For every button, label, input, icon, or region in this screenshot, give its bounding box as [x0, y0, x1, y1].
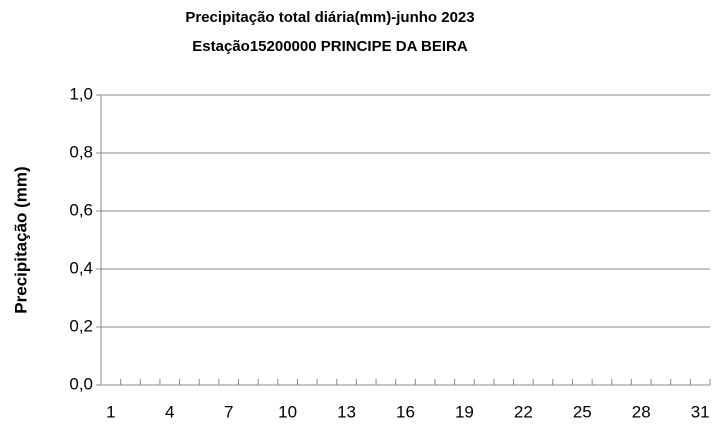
- x-tick-label: 4: [165, 402, 174, 421]
- y-tick-label: 0,8: [69, 142, 93, 161]
- y-tick-label: 0,4: [69, 258, 93, 277]
- x-tick-label: 28: [632, 402, 651, 421]
- x-tick-label: 25: [573, 402, 592, 421]
- x-tick-label: 13: [337, 402, 356, 421]
- x-tick-label: 22: [514, 402, 533, 421]
- x-tick-label: 1: [106, 402, 115, 421]
- chart-title: Precipitação total diária(mm)-junho 2023: [185, 9, 474, 26]
- chart-subtitle: Estação15200000 PRINCIPE DA BEIRA: [192, 38, 468, 55]
- y-tick-label: 0,6: [69, 200, 93, 219]
- y-axis-title: Precipitação (mm): [11, 166, 30, 313]
- x-tick-label: 16: [396, 402, 415, 421]
- y-tick-label: 1,0: [69, 84, 93, 103]
- y-tick-label: 0,2: [69, 316, 93, 335]
- x-tick-label: 31: [691, 402, 710, 421]
- x-tick-label: 19: [455, 402, 474, 421]
- y-tick-label: 0,0: [69, 374, 93, 393]
- x-tick-label: 7: [224, 402, 233, 421]
- x-tick-label: 10: [278, 402, 297, 421]
